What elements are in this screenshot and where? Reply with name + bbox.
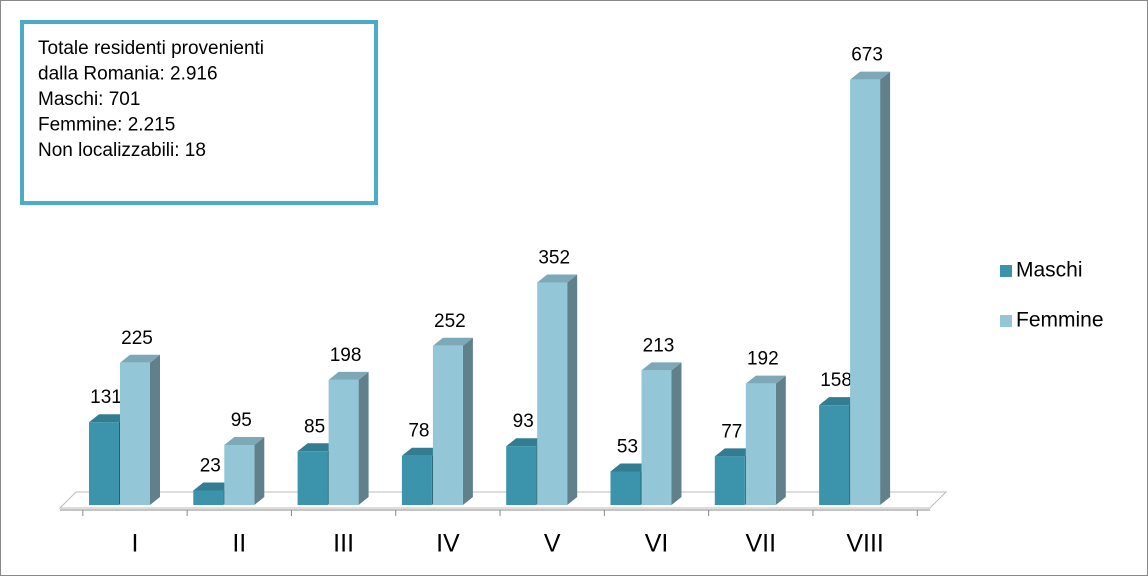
annotation-line: Maschi: 701 bbox=[38, 89, 140, 110]
bar bbox=[537, 274, 578, 505]
x-tick-label: VII bbox=[746, 530, 777, 558]
data-label: 213 bbox=[643, 335, 675, 356]
bar-front bbox=[537, 282, 568, 505]
x-tick-label: III bbox=[333, 530, 354, 558]
bar-front bbox=[432, 345, 463, 505]
data-label: 673 bbox=[851, 45, 883, 66]
bar-top bbox=[297, 443, 338, 452]
data-label: 77 bbox=[721, 421, 742, 442]
annotation-line: Non localizzabili: 18 bbox=[38, 140, 206, 161]
bar-front bbox=[850, 79, 881, 505]
data-label: 53 bbox=[617, 437, 638, 458]
x-tick-label: I bbox=[132, 530, 139, 558]
annotation-line: Femmine: 2.215 bbox=[38, 115, 175, 136]
bar-side bbox=[880, 71, 891, 505]
bar-side bbox=[775, 375, 786, 505]
bar-top bbox=[537, 274, 578, 283]
bar-front bbox=[328, 379, 359, 505]
bar-front bbox=[506, 446, 537, 505]
bar-front bbox=[120, 362, 150, 505]
bar-top bbox=[328, 371, 369, 380]
data-label: 93 bbox=[513, 411, 534, 432]
bar-top bbox=[120, 354, 160, 363]
floor bbox=[58, 491, 948, 509]
bar bbox=[850, 71, 891, 505]
data-label: 158 bbox=[820, 370, 852, 391]
bar-top bbox=[401, 447, 442, 456]
bar-side bbox=[671, 362, 682, 505]
data-label: 252 bbox=[434, 311, 466, 332]
bar-front bbox=[714, 456, 745, 505]
legend-label: Maschi bbox=[1016, 259, 1083, 282]
legend-swatch bbox=[1000, 265, 1012, 277]
bar-front bbox=[745, 383, 776, 505]
bar-top bbox=[819, 397, 860, 406]
bar bbox=[641, 362, 682, 505]
bar bbox=[120, 354, 160, 505]
bar-top bbox=[610, 463, 651, 472]
bar-side bbox=[150, 354, 160, 505]
bar-front bbox=[224, 444, 255, 505]
bar-top bbox=[89, 414, 129, 423]
bar-front bbox=[297, 451, 328, 505]
data-label: 192 bbox=[747, 349, 779, 370]
bar-top bbox=[224, 436, 265, 445]
bar-top bbox=[432, 337, 473, 346]
legend-label: Femmine bbox=[1016, 309, 1104, 332]
bar-top bbox=[714, 448, 755, 457]
bar-side bbox=[254, 436, 265, 505]
data-label: 23 bbox=[200, 455, 221, 476]
x-tick-label: V bbox=[544, 530, 561, 558]
bar-front bbox=[193, 490, 224, 505]
bar bbox=[328, 371, 369, 505]
data-label: 352 bbox=[538, 248, 570, 269]
bar-front bbox=[610, 471, 641, 505]
data-label: 85 bbox=[304, 416, 325, 437]
x-tick-label: IV bbox=[436, 530, 460, 558]
annotation-box bbox=[20, 20, 378, 205]
bar-top bbox=[745, 375, 786, 384]
bar-side bbox=[462, 337, 473, 505]
bar-side bbox=[567, 274, 578, 505]
bar bbox=[432, 337, 473, 505]
bar-top bbox=[850, 71, 891, 80]
bar-top bbox=[506, 438, 547, 447]
x-tick-label: VI bbox=[645, 530, 669, 558]
data-label: 198 bbox=[330, 345, 362, 366]
bar bbox=[745, 375, 786, 505]
bar-front bbox=[641, 370, 672, 505]
bar-front bbox=[89, 422, 119, 505]
legend-swatch bbox=[1000, 315, 1012, 327]
bar bbox=[224, 436, 265, 505]
x-tick-label: VIII bbox=[846, 530, 884, 558]
data-label: 78 bbox=[408, 421, 429, 442]
x-tick-label: II bbox=[232, 530, 246, 558]
data-label: 95 bbox=[231, 410, 252, 431]
data-label: 225 bbox=[121, 328, 153, 349]
bar-top bbox=[193, 482, 234, 491]
bar-front bbox=[401, 455, 432, 505]
bar-side bbox=[358, 371, 369, 505]
bar-front bbox=[819, 405, 850, 505]
annotation-line: Totale residenti provenienti bbox=[38, 38, 264, 59]
annotation-line: dalla Romania: 2.916 bbox=[38, 64, 218, 85]
data-label: 131 bbox=[90, 387, 122, 408]
bar-top bbox=[641, 362, 682, 371]
